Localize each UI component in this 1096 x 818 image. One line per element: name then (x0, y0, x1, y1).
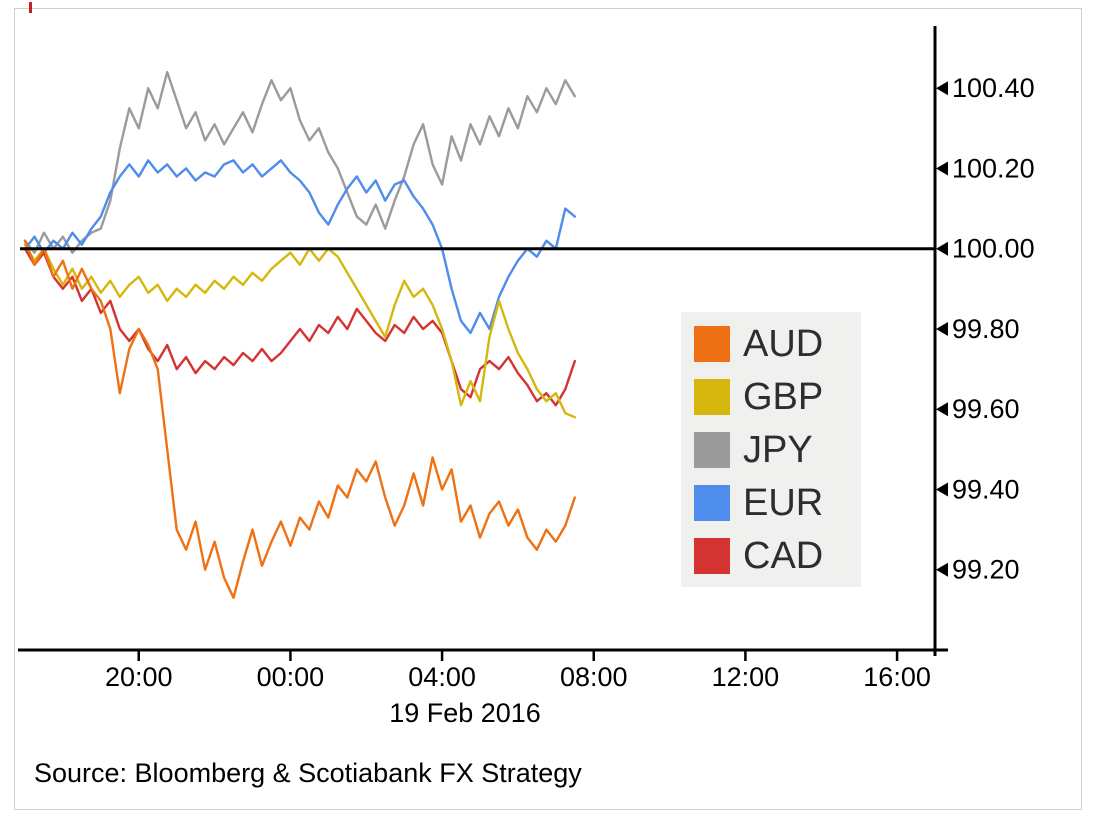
fx-performance-chart: 99.20 99.40 99.60 99.80 100.00 100.20 100.40 20… (18, 26, 1035, 728)
x-tick-label: 20:00 (105, 662, 173, 692)
legend-swatch-cad (694, 538, 730, 574)
legend-label-cad: CAD (743, 535, 824, 577)
y-tick-arrow (936, 161, 948, 176)
y-tick-arrow (936, 562, 948, 577)
source-caption: Source: Bloomberg & Scotiabank FX Strate… (34, 758, 582, 788)
y-tick-label: 99.80 (952, 314, 1020, 344)
legend-label-eur: EUR (743, 482, 824, 524)
x-tick-label: 08:00 (560, 662, 628, 692)
legend-label-jpy: JPY (743, 429, 813, 471)
y-tick-label: 99.20 (952, 555, 1020, 585)
legend-swatch-eur (694, 485, 730, 521)
legend-item-gbp: GBP (694, 378, 861, 416)
legend-item-aud: AUD (694, 325, 861, 363)
y-tick-arrow (936, 81, 948, 96)
y-tick-arrow (936, 241, 948, 256)
chart-legend: AUD GBP JPY EUR CAD (681, 312, 861, 587)
y-tick-label: 100.20 (952, 153, 1035, 183)
y-tick-arrow (936, 482, 948, 497)
series-line-gbp (23, 243, 576, 419)
series-line-aud (23, 239, 576, 599)
legend-item-eur: EUR (694, 484, 861, 522)
legend-label-aud: AUD (743, 323, 824, 365)
red-artifact-mark (29, 2, 32, 13)
y-tick-label: 100.40 (952, 73, 1035, 103)
x-tick-label: 16:00 (863, 662, 931, 692)
y-tick-label: 100.00 (952, 234, 1035, 264)
x-tick-label: 12:00 (712, 662, 780, 692)
legend-item-cad: CAD (694, 537, 861, 575)
x-tick-label: 00:00 (257, 662, 325, 692)
y-tick-label: 99.60 (952, 394, 1020, 424)
y-tick-arrow (936, 402, 948, 417)
legend-label-gbp: GBP (743, 376, 824, 418)
y-tick-label: 99.40 (952, 474, 1020, 504)
legend-swatch-gbp (694, 379, 730, 415)
legend-swatch-jpy (694, 432, 730, 468)
series-line-jpy (23, 70, 576, 254)
legend-swatch-aud (694, 326, 730, 362)
legend-item-jpy: JPY (694, 431, 861, 469)
x-tick-label: 04:00 (408, 662, 476, 692)
y-tick-arrow (936, 321, 948, 336)
series-line-eur (23, 159, 576, 335)
x-axis-date-label: 19 Feb 2016 (389, 698, 541, 728)
